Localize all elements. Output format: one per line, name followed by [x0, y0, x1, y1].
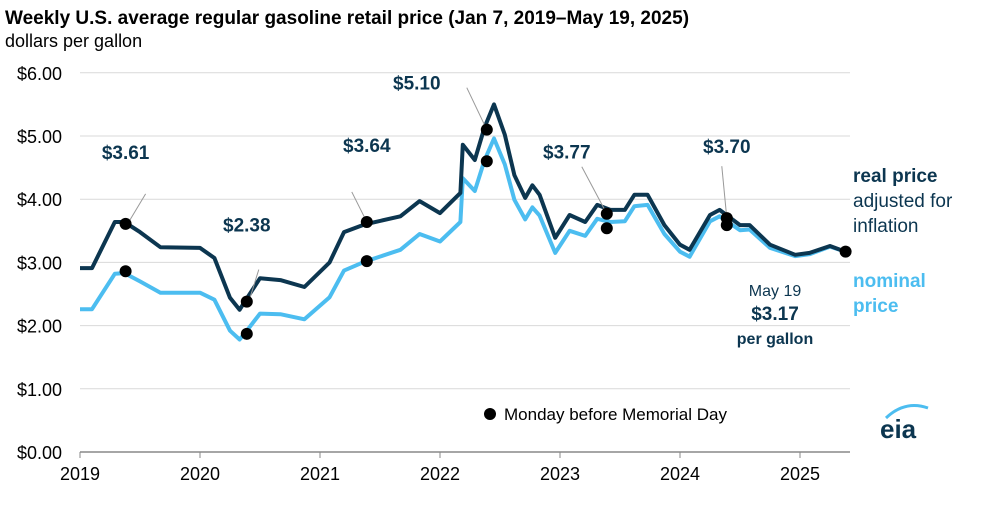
y-tick-label: $1.00: [17, 380, 62, 400]
nominal-price-point: [720, 219, 733, 232]
real-price-point: [480, 123, 493, 136]
latest-unit: per gallon: [737, 331, 813, 348]
real-price-desc-1: adjusted for: [853, 191, 953, 212]
real-price-line: [80, 102, 847, 312]
price-label: $3.70: [703, 137, 751, 158]
nominal-price-label-2: price: [853, 296, 898, 317]
real-price-point: [360, 215, 373, 228]
x-tick-label: 2020: [180, 464, 220, 484]
legend-marker: [484, 408, 496, 420]
real-price-point: [600, 207, 613, 220]
chart-subtitle: dollars per gallon: [5, 31, 142, 51]
leader-line: [248, 269, 260, 302]
x-tick-label: 2021: [300, 464, 340, 484]
nominal-price-point: [240, 327, 253, 340]
memorial-day-points: [119, 123, 852, 340]
y-tick-label: $6.00: [17, 64, 62, 84]
nominal-price-line: [80, 136, 847, 342]
latest-date: May 19: [749, 283, 802, 300]
y-tick-label: $3.00: [17, 253, 62, 273]
nominal-price-label-1: nominal: [853, 271, 926, 292]
real-price-desc-2: inflation: [853, 216, 919, 237]
y-axis: $0.00 $1.00 $2.00 $3.00 $4.00 $5.00 $6.00: [17, 64, 62, 463]
leader-line: [466, 87, 488, 130]
nominal-price-point: [119, 265, 132, 278]
y-tick-label: $2.00: [17, 317, 62, 337]
nominal-price-point: [360, 255, 373, 268]
y-tick-label: $5.00: [17, 127, 62, 147]
leader-line: [721, 166, 728, 219]
real-price-point: [839, 245, 852, 258]
eia-logo: eia: [880, 404, 929, 444]
svg-text:eia: eia: [880, 414, 917, 444]
x-tick-label: 2022: [420, 464, 460, 484]
leader-line: [127, 193, 147, 225]
latest-value: $3.17: [751, 304, 799, 325]
real-price-point: [240, 295, 253, 308]
x-axis: 2019 2020 2021 2022 2023 2024 2025: [60, 452, 820, 484]
grid: [80, 72, 850, 453]
price-label: $2.38: [223, 216, 271, 237]
real-price-label: real price: [853, 166, 938, 187]
price-label: $3.77: [543, 143, 591, 164]
price-label: $3.64: [343, 136, 391, 157]
chart-title: Weekly U.S. average regular gasoline ret…: [5, 8, 689, 29]
leader-line: [581, 166, 608, 214]
real-price-point: [119, 217, 132, 230]
x-tick-label: 2019: [60, 464, 100, 484]
x-tick-label: 2023: [540, 464, 580, 484]
x-tick-label: 2024: [660, 464, 700, 484]
nominal-price-point: [480, 155, 493, 168]
price-label: $5.10: [393, 74, 441, 95]
series-lines: [80, 102, 847, 342]
nominal-price-point: [600, 222, 613, 235]
y-tick-label: $0.00: [17, 443, 62, 463]
memorial-day-labels: $3.61 $2.38 $3.64 $5.10 $3.77 $3.70: [102, 74, 751, 302]
price-label: $3.61: [102, 143, 150, 164]
legend-label: Monday before Memorial Day: [504, 405, 727, 424]
x-tick-label: 2025: [780, 464, 820, 484]
y-tick-label: $4.00: [17, 190, 62, 210]
